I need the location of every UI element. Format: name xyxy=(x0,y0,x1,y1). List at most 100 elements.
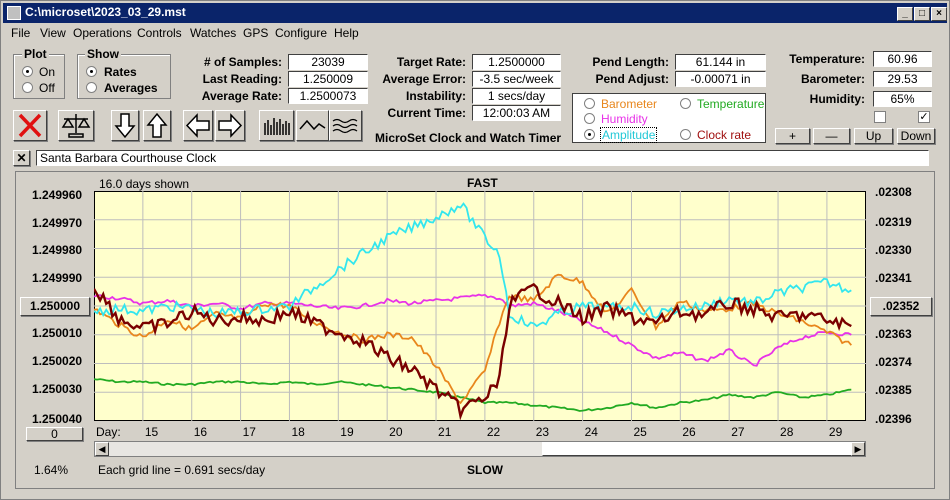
menu-view[interactable]: View xyxy=(40,26,66,40)
plus-button[interactable]: + xyxy=(775,128,810,144)
clear-name-button[interactable]: ✕ xyxy=(13,150,30,166)
barometer-label: Barometer: xyxy=(800,72,865,86)
plot-off-label: Off xyxy=(39,81,55,95)
series-humidity xyxy=(94,293,852,367)
left-tick: 1.249990 xyxy=(32,271,83,285)
left-tick: 1.250010 xyxy=(32,326,83,340)
day-axis-label: Day: xyxy=(96,425,121,439)
barometer-radio[interactable] xyxy=(584,98,595,109)
clock-rate-radio[interactable] xyxy=(680,129,691,140)
right-axis-reference-button[interactable]: .02352 xyxy=(870,297,932,316)
pend-length-label: Pend Length: xyxy=(592,55,669,69)
day-tick-label: 27 xyxy=(731,425,745,439)
menu-help[interactable]: Help xyxy=(334,26,359,40)
menu-watches[interactable]: Watches xyxy=(190,26,237,40)
delete-button[interactable] xyxy=(13,110,47,141)
menu-file[interactable]: File xyxy=(11,26,31,40)
current-time-label: Current Time: xyxy=(387,106,466,120)
scroll-left-arrow-icon[interactable]: ◀ xyxy=(95,442,109,456)
left-tick: 1.249970 xyxy=(32,216,83,230)
minimize-icon[interactable]: _ xyxy=(897,7,913,21)
rate-up-button[interactable] xyxy=(143,110,171,141)
wave-lines-icon xyxy=(332,118,358,134)
grid-note: Each grid line = 0.691 secs/day xyxy=(98,463,266,477)
bar-graph-button[interactable] xyxy=(259,110,294,141)
day-tick-label: 22 xyxy=(486,425,501,439)
maximize-icon[interactable]: □ xyxy=(914,7,930,21)
plot-off-radio[interactable] xyxy=(22,82,33,93)
right-tick: .02319 xyxy=(875,215,912,229)
rate-chart[interactable] xyxy=(94,191,866,421)
day-tick-label: 21 xyxy=(438,425,452,439)
menu-gps[interactable]: GPS xyxy=(243,26,269,40)
temperature-option[interactable]: Temperature xyxy=(697,97,765,111)
day-tick-label: 15 xyxy=(144,425,159,439)
day-tick-label: 26 xyxy=(682,425,696,439)
minus-button[interactable]: — xyxy=(813,128,850,144)
line-chart-icon xyxy=(299,119,326,131)
pend-adjust-value: -0.00071 in xyxy=(675,71,766,87)
plot-on-radio[interactable] xyxy=(22,66,33,77)
day-tick-label: 29 xyxy=(828,425,843,439)
menu-configure[interactable]: Configure xyxy=(275,26,328,40)
right-arrow-icon xyxy=(218,113,243,138)
day-tick-label: 19 xyxy=(340,425,354,439)
scroll-left-button[interactable] xyxy=(183,110,213,141)
day-tick-label: 18 xyxy=(291,425,305,439)
left-tick: 1.250040 xyxy=(32,412,83,426)
humidity-value: 65% xyxy=(873,91,932,107)
clock-name-input[interactable]: Santa Barbara Courthouse Clock xyxy=(36,150,929,166)
pend-adjust-label: Pend Adjust: xyxy=(595,72,669,86)
bar-chart-icon xyxy=(264,118,290,135)
humidity-option[interactable]: Humidity xyxy=(601,112,648,126)
slow-label: SLOW xyxy=(467,463,503,477)
time-scrollbar[interactable]: ◀ ▶ xyxy=(94,441,866,457)
balance-button[interactable] xyxy=(58,110,94,141)
left-arrow-icon xyxy=(185,113,210,138)
sensor-checkbox-2[interactable]: ✓ xyxy=(918,111,930,123)
close-icon[interactable]: × xyxy=(931,7,947,21)
temperature-radio[interactable] xyxy=(680,98,691,109)
app-icon[interactable] xyxy=(7,6,21,20)
scrollbar-thumb[interactable] xyxy=(542,442,852,456)
clock-rate-option[interactable]: Clock rate xyxy=(697,128,752,142)
current-time-value: 12:00:03 AM xyxy=(472,105,561,121)
down-button[interactable]: Down xyxy=(897,128,935,144)
menu-operations[interactable]: Operations xyxy=(73,26,132,40)
day-tick-label: 28 xyxy=(780,425,794,439)
scroll-right-arrow-icon[interactable]: ▶ xyxy=(851,442,865,456)
zoom-button[interactable]: 0 xyxy=(26,427,83,441)
red-x-icon xyxy=(18,113,42,138)
average-error-value: -3.5 sec/week xyxy=(472,71,561,87)
left-tick: 1.250020 xyxy=(32,354,83,368)
sensor-checkbox-1[interactable] xyxy=(874,111,886,123)
target-rate-value[interactable]: 1.2500000 xyxy=(472,54,561,70)
plot-on-label: On xyxy=(39,65,56,79)
humidity-radio[interactable] xyxy=(584,113,595,124)
up-button[interactable]: Up xyxy=(854,128,893,144)
line-graph-button[interactable] xyxy=(296,110,329,141)
window-title: C:\microset\2023_03_29.mst xyxy=(25,5,186,19)
day-tick-label: 16 xyxy=(193,425,208,439)
show-averages-radio[interactable] xyxy=(86,82,97,93)
scroll-right-button[interactable] xyxy=(215,110,245,141)
menu-controls[interactable]: Controls xyxy=(137,26,182,40)
right-tick: .02385 xyxy=(875,383,912,397)
instability-label: Instability: xyxy=(405,89,466,103)
title-bar[interactable]: C:\microset\2023_03_29.mst _ □ × xyxy=(3,3,947,23)
rate-down-button[interactable] xyxy=(111,110,139,141)
show-group xyxy=(77,54,171,99)
left-tick: 1.250030 xyxy=(32,382,83,396)
show-rates-radio[interactable] xyxy=(86,66,97,77)
right-tick: .02308 xyxy=(875,185,912,199)
amplitude-radio[interactable] xyxy=(584,129,595,140)
pend-length-value[interactable]: 61.144 in xyxy=(675,54,766,70)
amplitude-option[interactable]: Amplitude xyxy=(600,127,658,143)
right-tick: .02330 xyxy=(875,243,912,257)
left-axis-reference-button[interactable]: 1.250000 xyxy=(20,297,90,316)
barometer-option[interactable]: Barometer xyxy=(601,97,658,111)
show-group-label: Show xyxy=(85,47,121,61)
noise-graph-button[interactable] xyxy=(329,110,362,141)
menu-bar: File View Operations Controls Watches GP… xyxy=(3,24,947,42)
